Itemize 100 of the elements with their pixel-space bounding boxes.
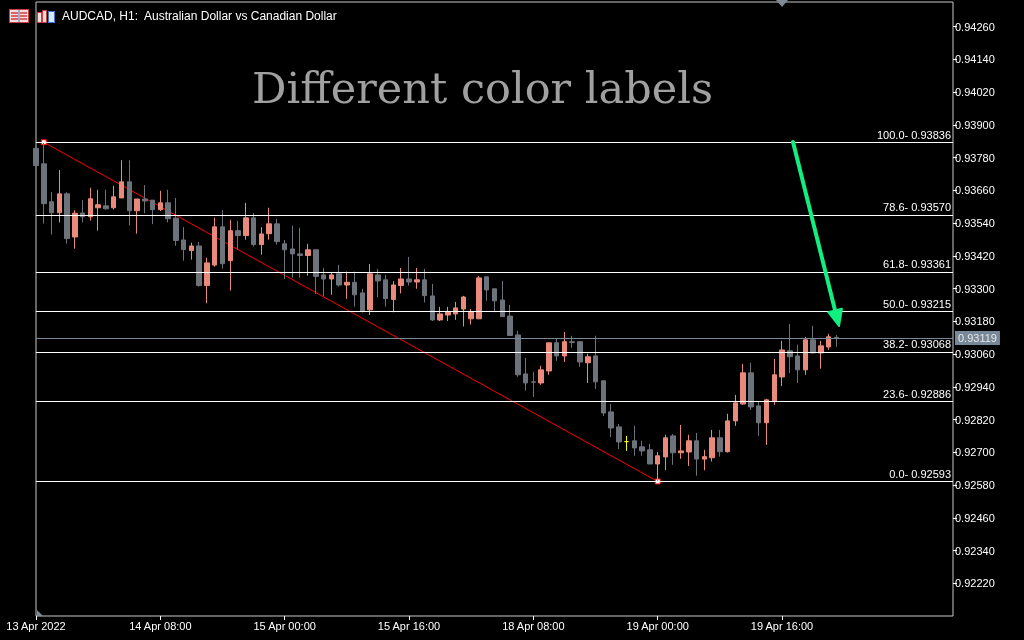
annotation: 78.6- <box>883 201 909 214</box>
candlestick <box>748 362 754 411</box>
candlestick <box>554 338 559 362</box>
candlestick <box>492 288 497 313</box>
candlestick <box>360 288 365 314</box>
annotation: 38.2- <box>883 338 909 351</box>
candlestick <box>725 413 730 454</box>
candlestick <box>670 433 676 466</box>
candlestick <box>352 271 357 308</box>
candlestick <box>764 398 769 446</box>
candlestick <box>702 449 707 471</box>
annotation: 0.0- <box>889 467 909 480</box>
candlestick <box>344 271 350 300</box>
ref-line-label: 0.93215 <box>911 298 951 311</box>
candlestick <box>88 187 93 222</box>
candlestick <box>733 394 738 427</box>
candlestick <box>204 257 210 304</box>
candlestick <box>562 331 567 363</box>
candlestick <box>624 435 629 452</box>
candlestick <box>779 340 785 387</box>
candlestick <box>422 268 427 303</box>
annotation: 23.6- <box>883 388 909 401</box>
candlestick <box>336 264 342 288</box>
candlestick <box>818 340 824 370</box>
candlestick <box>546 342 552 376</box>
candlestick <box>569 335 575 349</box>
candlestick <box>577 340 583 368</box>
candlestick <box>95 189 101 232</box>
ref-line-label: 0.92886 <box>911 388 951 401</box>
candlestick <box>142 184 148 214</box>
candlestick <box>414 267 420 290</box>
candlestick <box>103 189 109 210</box>
ref-line-label: 0.93068 <box>911 338 951 351</box>
y-tick-label: 0.92460 <box>955 511 995 524</box>
y-tick-label: 0.93540 <box>955 217 995 230</box>
x-tick-label: 15 Apr 16:00 <box>377 619 441 632</box>
candlestick <box>259 226 264 256</box>
candlestick <box>383 274 388 308</box>
candlestick <box>189 242 194 261</box>
candlestick <box>717 429 723 458</box>
candlestick <box>305 243 311 277</box>
candlestick <box>686 434 692 467</box>
candlestick <box>134 198 140 235</box>
y-tick-label: 0.93900 <box>955 118 995 131</box>
candlestick <box>585 353 591 384</box>
candlestick <box>639 440 645 457</box>
y-tick-label: 0.92820 <box>955 413 995 426</box>
candlestick <box>251 212 256 248</box>
candlestick <box>593 335 598 390</box>
candlestick <box>111 185 116 210</box>
ref-line-label: 0.93570 <box>911 201 951 214</box>
y-tick-label: 0.93180 <box>955 315 995 328</box>
candlestick <box>772 358 777 406</box>
candlestick <box>500 280 505 318</box>
annotation: 50.0- <box>883 298 909 311</box>
candlestick <box>375 268 381 298</box>
candlestick <box>507 304 513 336</box>
text: AUDCAD, H1: Australian Dollar vs Canadian Dollar <box>62 9 337 23</box>
candlestick <box>391 280 396 313</box>
candlestick <box>678 424 684 460</box>
candlestick <box>810 325 816 355</box>
candlestick <box>398 267 404 294</box>
candlestick <box>165 189 171 223</box>
candlestick <box>297 227 303 279</box>
x-tick-label: 15 Apr 00:00 <box>253 619 316 632</box>
candlestick <box>515 330 521 378</box>
annotation: 100.0- <box>876 128 909 141</box>
candlestick <box>150 199 155 225</box>
ref-line-label: 0.93361 <box>911 258 951 271</box>
candlestick <box>220 209 225 270</box>
candlestick <box>367 263 373 316</box>
candlestick <box>158 190 163 212</box>
ref-line-label: 0.93836 <box>911 128 951 141</box>
candlestick <box>329 272 334 296</box>
candlestick <box>484 276 489 302</box>
annotation: Different color labels <box>252 63 713 113</box>
candlestick <box>461 295 466 327</box>
y-tick-label: 0.93300 <box>955 282 995 295</box>
x-tick-label: 19 Apr 16:00 <box>750 619 814 632</box>
y-tick-label: 0.94140 <box>955 53 995 66</box>
candlestick <box>632 425 637 457</box>
candlestick <box>49 191 54 235</box>
y-tick-label: 0.94020 <box>955 86 995 99</box>
y-tick-label: 0.93660 <box>955 184 995 197</box>
x-tick-label: 13 Apr 2022 <box>6 619 66 632</box>
y-tick-label: 0.92940 <box>955 380 995 393</box>
candlestick <box>803 336 808 376</box>
y-tick-label: 0.92220 <box>955 577 995 590</box>
candlestick <box>64 191 70 245</box>
candlestick <box>476 275 482 320</box>
candlestick <box>655 451 660 482</box>
x-tick-label: 14 Apr 08:00 <box>129 619 192 632</box>
candlestick <box>795 344 800 384</box>
y-tick-label: 0.92340 <box>955 544 995 557</box>
candlestick <box>266 207 272 241</box>
candlestick <box>523 357 528 392</box>
candlestick <box>321 267 326 297</box>
y-tick-label: 0.92580 <box>955 479 995 492</box>
candlestick <box>313 249 319 295</box>
y-tick-label: 0.94260 <box>955 20 995 33</box>
